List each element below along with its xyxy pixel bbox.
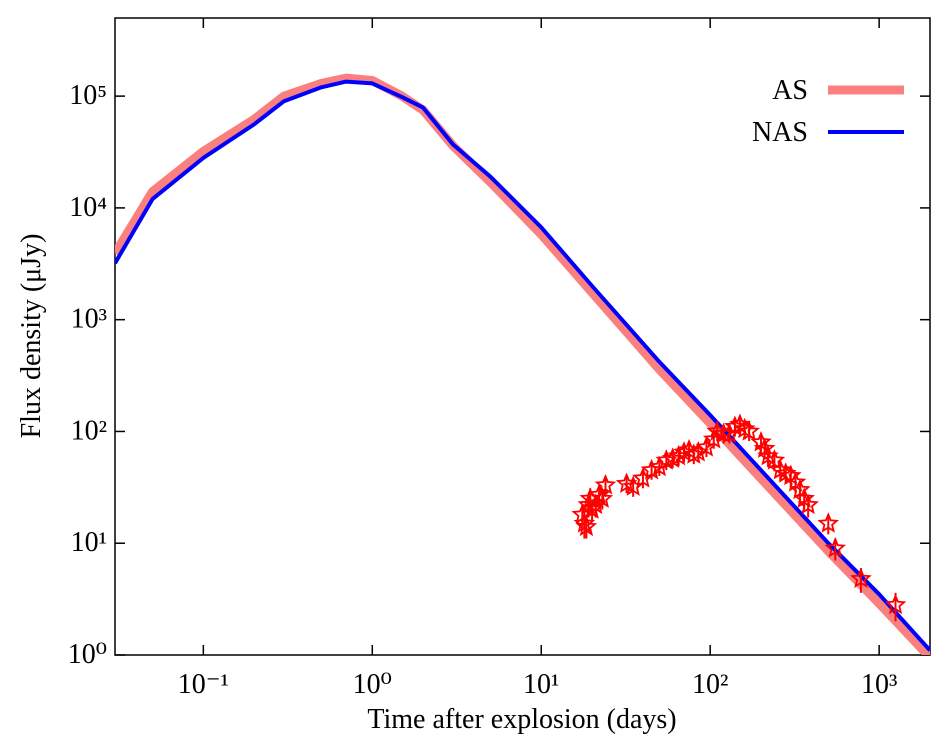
data-point — [575, 515, 598, 537]
y-tick-label: 10² — [71, 415, 107, 446]
x-tick-label: 10⁻¹ — [178, 669, 229, 700]
legend-label: NAS — [752, 117, 808, 148]
x-tick-label: 10² — [692, 669, 728, 700]
x-tick-label: 10⁰ — [353, 669, 392, 700]
series-line — [115, 79, 930, 652]
y-tick-label: 10⁰ — [68, 639, 107, 670]
plot-area — [115, 73, 930, 655]
data-point — [738, 420, 760, 441]
data-point — [591, 487, 614, 508]
data-point — [797, 493, 819, 515]
data-point — [789, 478, 811, 500]
series-line — [115, 73, 930, 655]
y-tick-label: 10⁴ — [69, 192, 107, 223]
y-tick-label: 10¹ — [71, 527, 107, 558]
data-point — [594, 473, 617, 495]
data-point — [793, 487, 815, 508]
plot-frame — [114, 17, 931, 656]
y-tick-label: 10⁵ — [69, 80, 107, 111]
data-point — [687, 441, 710, 462]
legend-label: AS — [772, 75, 808, 106]
y-tick-label: 10³ — [71, 304, 107, 335]
x-axis-label: Time after explosion (days) — [367, 704, 676, 735]
x-tick-label: 10³ — [861, 669, 897, 700]
data-point — [640, 458, 663, 480]
x-tick-label: 10¹ — [523, 669, 559, 700]
data-point — [884, 593, 907, 615]
data-point — [824, 536, 847, 558]
data-point — [573, 512, 596, 533]
y-axis-label: Flux density (μJy) — [16, 234, 47, 439]
data-point — [850, 567, 872, 588]
data-point — [817, 512, 840, 533]
data-point — [763, 449, 786, 470]
